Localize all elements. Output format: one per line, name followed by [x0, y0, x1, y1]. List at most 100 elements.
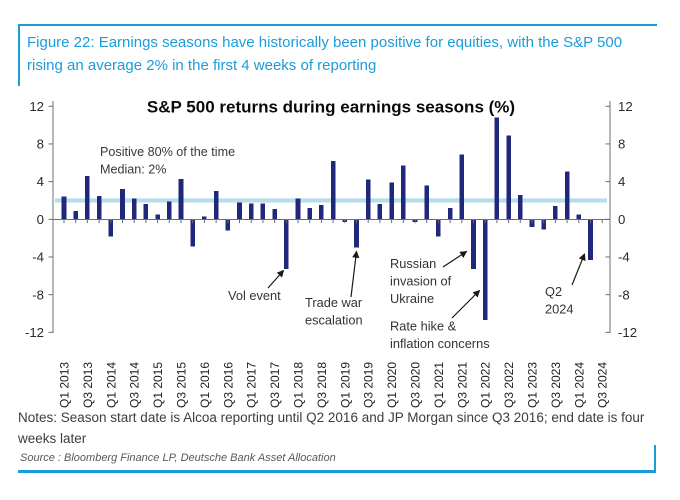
y-tick-label-left--4: -4	[32, 250, 44, 265]
y-tick-label-left--8: -8	[32, 287, 44, 302]
bar-q1-2015	[155, 214, 160, 220]
annotation-q2-2024-line-1: Q2	[545, 284, 562, 299]
x-label-q3-2013: Q3 2013	[81, 362, 95, 408]
bar-q2-2016	[213, 191, 219, 220]
bar-q3-2018	[319, 205, 324, 220]
x-label-q1-2013: Q1 2013	[58, 362, 72, 408]
bar-q2-2013	[73, 210, 78, 220]
x-label-q3-2022: Q3 2022	[502, 362, 516, 408]
bar-q3-2022	[506, 135, 511, 220]
annotation-arrow-q2-2024	[571, 253, 586, 286]
y-tick-label-left-8: 8	[37, 137, 44, 152]
bar-q2-2018	[307, 208, 312, 220]
x-label-q1-2016: Q1 2016	[198, 362, 212, 408]
x-label-q3-2024: Q3 2024	[596, 362, 610, 408]
bar-q2-2022	[494, 117, 500, 220]
bar-q2-2015	[167, 201, 172, 220]
bar-q4-2017	[284, 219, 289, 270]
caption-top-rule	[18, 24, 657, 26]
bar-q1-2016	[202, 216, 207, 220]
bottom-rule-right-tick	[654, 445, 656, 470]
x-label-q1-2014: Q1 2014	[104, 362, 118, 408]
bar-q1-2024	[576, 214, 582, 220]
x-label-q3-2017: Q3 2017	[268, 362, 282, 408]
bar-q4-2020	[424, 185, 429, 220]
x-label-q1-2022: Q1 2022	[479, 362, 493, 408]
annotation-q4-2021-line-3: Ukraine	[390, 291, 434, 306]
annotation-q4-2021-line-1: Russian	[390, 256, 436, 271]
annotation-q4-2017-line-1: Vol event	[228, 288, 281, 303]
bar-q4-2013	[96, 195, 102, 220]
x-label-q1-2024: Q1 2024	[572, 362, 586, 408]
x-label-q3-2014: Q3 2014	[128, 362, 142, 408]
bar-q2-2014	[120, 189, 125, 220]
earnings-returns-bar-chart: 12 12 8 8 4 4 0 0 -4 -4 -8 -8 -12 -12 Q1 2013 Q3 2013 Q1…	[25, 98, 637, 409]
bar-q3-2015	[178, 178, 184, 220]
bar-q4-2018	[330, 160, 336, 220]
figure-caption: Figure 22: Earnings seasons have histori…	[27, 34, 623, 75]
bar-q3-2013	[85, 175, 90, 220]
bar-q4-2022	[518, 194, 523, 220]
x-label-q3-2019: Q3 2019	[362, 362, 376, 408]
bar-q4-2015	[190, 219, 195, 247]
bar-q3-2021	[459, 154, 465, 220]
annotation-q1-2022-line-1: Rate hike &	[390, 319, 457, 334]
annotation-q1-2022-line-2: inflation concerns	[390, 336, 490, 351]
bar-q4-2021	[471, 219, 476, 270]
bar-q3-2016	[225, 219, 231, 231]
caption-left-rule	[18, 24, 20, 86]
bottom-rule	[18, 470, 656, 473]
bar-q4-2019	[377, 204, 383, 220]
notes-text: Notes: Season start date is Alcoa report…	[18, 410, 645, 447]
bar-q4-2016	[237, 202, 242, 220]
bar-q3-2019	[365, 179, 371, 220]
annotation-arrow-q1-2022	[451, 289, 481, 319]
annotation-q2-2019-line-2: escalation	[305, 313, 363, 328]
y-tick-label-left-0: 0	[37, 212, 44, 227]
x-label-q1-2020: Q1 2020	[385, 362, 399, 408]
annotation-q4-2021-line-2: invasion of	[390, 274, 452, 289]
x-label-q1-2023: Q1 2023	[526, 362, 540, 408]
annotation-q2-2019-line-1: Trade war	[305, 295, 363, 310]
bar-q2-2017	[260, 203, 266, 220]
x-label-q3-2016: Q3 2016	[221, 362, 235, 408]
x-label-q1-2015: Q1 2015	[151, 362, 165, 408]
x-label-q1-2021: Q1 2021	[432, 362, 446, 408]
y-tick-label-right-4: 4	[618, 174, 625, 189]
bar-q3-2023	[553, 206, 558, 220]
annotation-q2-2024-line-2: 2024	[545, 302, 573, 317]
annotation-arrow-q2-2019	[350, 250, 360, 298]
chart-title: S&P 500 returns during earnings seasons …	[147, 98, 515, 117]
x-label-q3-2020: Q3 2020	[409, 362, 423, 408]
source-text: Source : Bloomberg Finance LP, Deutsche …	[20, 452, 336, 464]
bar-q4-2023	[564, 171, 570, 220]
annotation-arrow-q4-2017	[267, 269, 285, 289]
bar-q4-2014	[143, 204, 149, 220]
bar-q2-2021	[447, 208, 453, 220]
y-tick-label-right--8: -8	[618, 287, 630, 302]
bar-q3-2017	[272, 208, 277, 220]
bar-q2-2024	[588, 219, 593, 260]
x-label-q3-2015: Q3 2015	[175, 362, 189, 408]
y-tick-label-right-0: 0	[618, 212, 625, 227]
bar-q1-2020	[389, 182, 394, 220]
bar-q1-2022	[482, 219, 488, 321]
x-label-q3-2018: Q3 2018	[315, 362, 329, 408]
annotation-arrow-q4-2021	[442, 250, 468, 268]
bar-q1-2017	[248, 203, 254, 220]
y-tick-label-right-8: 8	[618, 137, 625, 152]
stat-note-line-2: Median: 2%	[100, 163, 167, 177]
x-label-q3-2023: Q3 2023	[549, 362, 563, 408]
bar-q3-2014	[131, 198, 137, 220]
y-tick-label-right-12: 12	[618, 99, 633, 114]
y-tick-label-left-12: 12	[29, 99, 44, 114]
bar-q1-2014	[108, 219, 114, 237]
y-tick-label-left--12: -12	[25, 325, 44, 340]
bar-q2-2023	[541, 219, 546, 230]
bar-q2-2019	[354, 219, 359, 248]
bar-q1-2013	[61, 196, 67, 220]
bar-q2-2020	[401, 165, 406, 220]
chart-area: 12 12 8 8 4 4 0 0 -4 -4 -8 -8 -12 -12 Q1 2013 Q3 2013 Q1…	[0, 88, 680, 423]
bar-q1-2021	[436, 219, 441, 237]
